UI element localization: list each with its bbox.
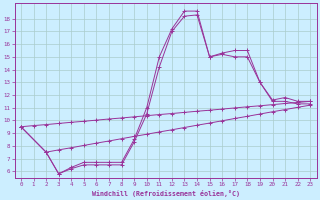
X-axis label: Windchill (Refroidissement éolien,°C): Windchill (Refroidissement éolien,°C) [92, 190, 240, 197]
